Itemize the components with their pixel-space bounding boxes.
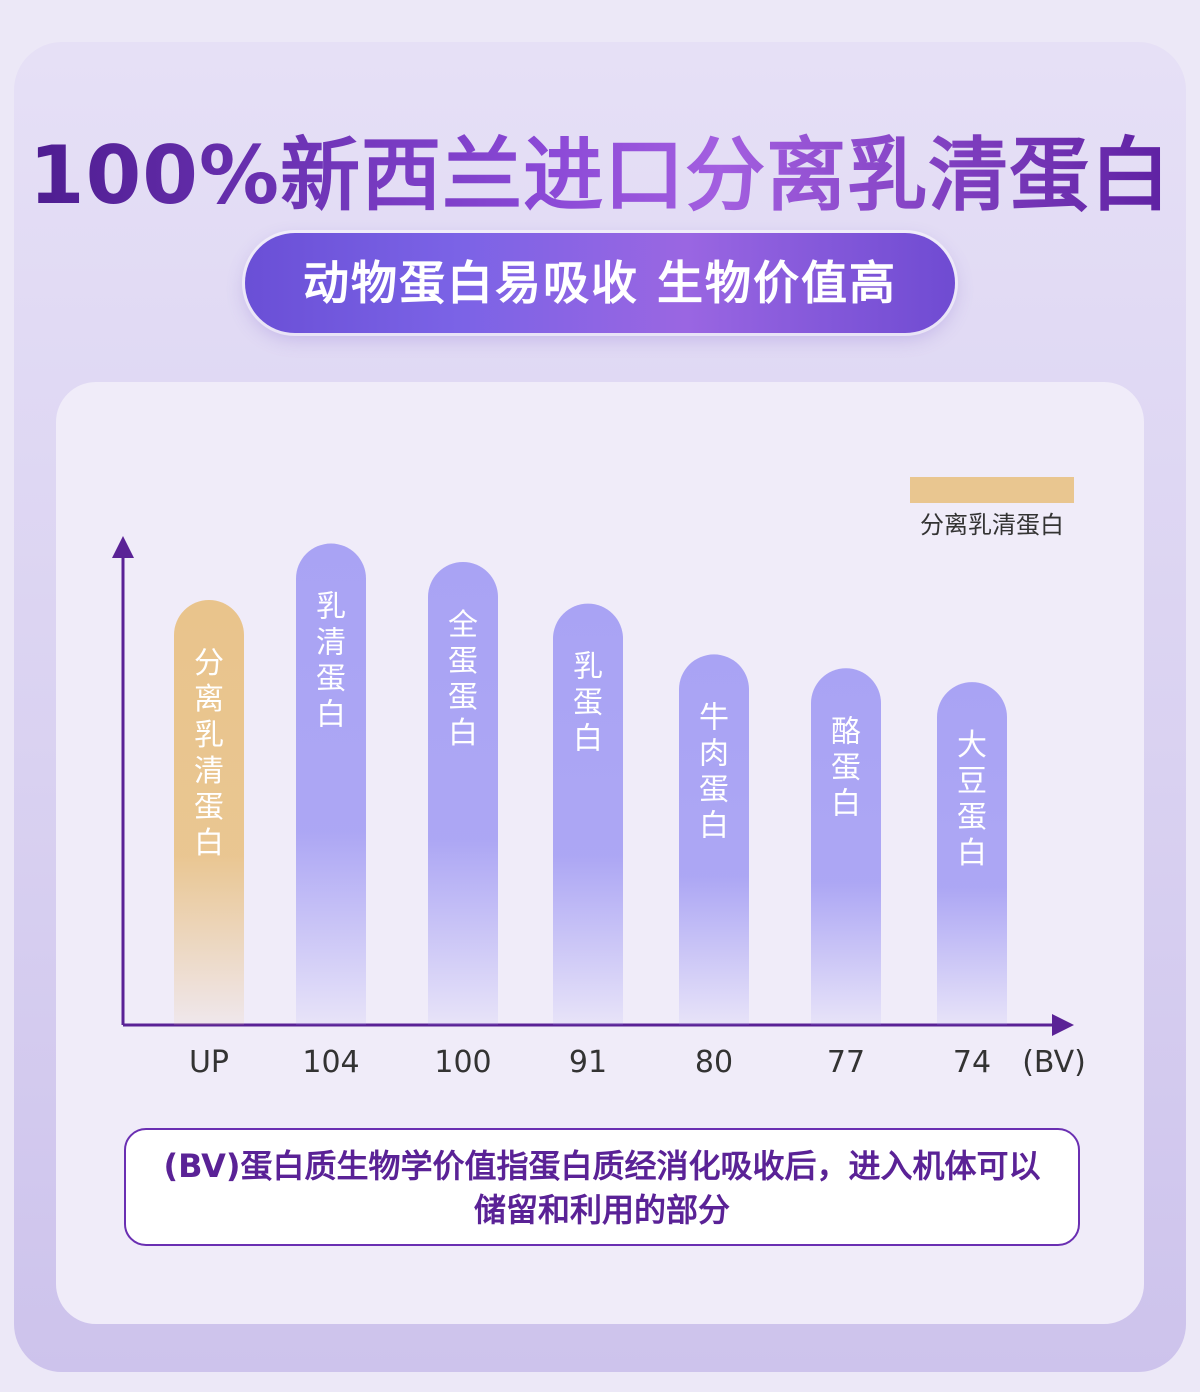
bar-label-1: 乳清蛋白 xyxy=(316,590,346,733)
legend-swatch xyxy=(910,477,1074,503)
headline: 100%新西兰进口分离乳清蛋白 xyxy=(0,128,1200,224)
bar-6 xyxy=(937,682,1007,1025)
x-axis-arrow xyxy=(1052,1014,1074,1036)
bar-3 xyxy=(553,603,623,1025)
bar-2 xyxy=(428,562,498,1025)
tick-label-2: 100 xyxy=(434,1045,491,1080)
bar-0 xyxy=(174,600,244,1025)
bar-label-3: 乳蛋白 xyxy=(573,650,603,757)
tick-label-1: 104 xyxy=(302,1045,359,1080)
tick-label-5: 77 xyxy=(827,1045,865,1080)
tick-label-4: 80 xyxy=(695,1045,733,1080)
tick-label-6: 74 xyxy=(953,1045,991,1080)
subheadline-pill: 动物蛋白易吸收 生物价值高 xyxy=(245,233,955,333)
bar-1 xyxy=(296,543,366,1025)
unit-label: (BV) xyxy=(1022,1045,1086,1080)
bar-label-5: 酪蛋白 xyxy=(831,714,861,821)
y-axis-arrow xyxy=(112,536,134,558)
tick-label-0: UP xyxy=(189,1045,229,1080)
tick-label-3: 91 xyxy=(569,1045,607,1080)
bar-label-0: 分离乳清蛋白 xyxy=(194,646,224,861)
bar-label-2: 全蛋蛋白 xyxy=(448,608,478,751)
bar-4 xyxy=(679,654,749,1025)
bv-definition-note: (BV)蛋白质生物学价值指蛋白质经消化吸收后，进入机体可以储留和利用的部分 xyxy=(124,1128,1080,1246)
bar-label-6: 大豆蛋白 xyxy=(957,728,987,871)
bar-label-4: 牛肉蛋白 xyxy=(699,700,729,843)
legend-label: 分离乳清蛋白 xyxy=(920,511,1064,539)
bar-5 xyxy=(811,668,881,1025)
